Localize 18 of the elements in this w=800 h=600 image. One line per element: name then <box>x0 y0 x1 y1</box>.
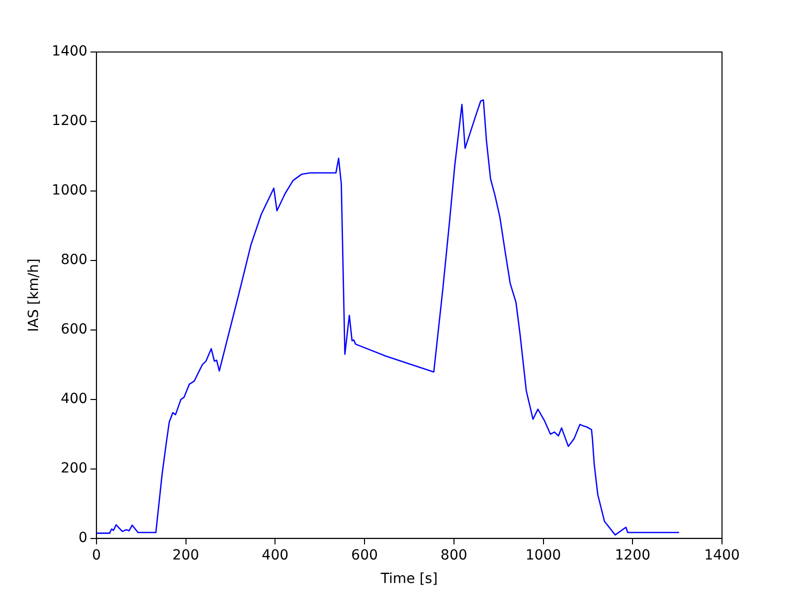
y-tick-label: 1000 <box>52 182 88 199</box>
y-tick-label: 1200 <box>52 113 88 130</box>
y-tick-label: 800 <box>60 252 88 268</box>
x-tick-label: 1000 <box>525 547 562 564</box>
x-tick-label: 400 <box>262 547 289 564</box>
x-axis-title: Time [s] <box>380 571 438 588</box>
y-tick-label: 1400 <box>52 44 88 60</box>
x-tick-label: 1400 <box>704 547 740 564</box>
y-tick-label: 400 <box>60 391 88 408</box>
x-tick-label: 200 <box>172 547 200 564</box>
y-axis-title: IAS [km/h] <box>26 258 42 332</box>
y-tick-label: 200 <box>60 460 88 477</box>
x-tick-label: 600 <box>351 547 378 564</box>
y-tick-label: 600 <box>60 322 88 338</box>
x-tick-label: 1200 <box>614 547 650 564</box>
x-tick-label: 0 <box>92 547 101 564</box>
y-tick-label: 0 <box>78 530 88 546</box>
x-tick-label: 800 <box>440 547 468 564</box>
